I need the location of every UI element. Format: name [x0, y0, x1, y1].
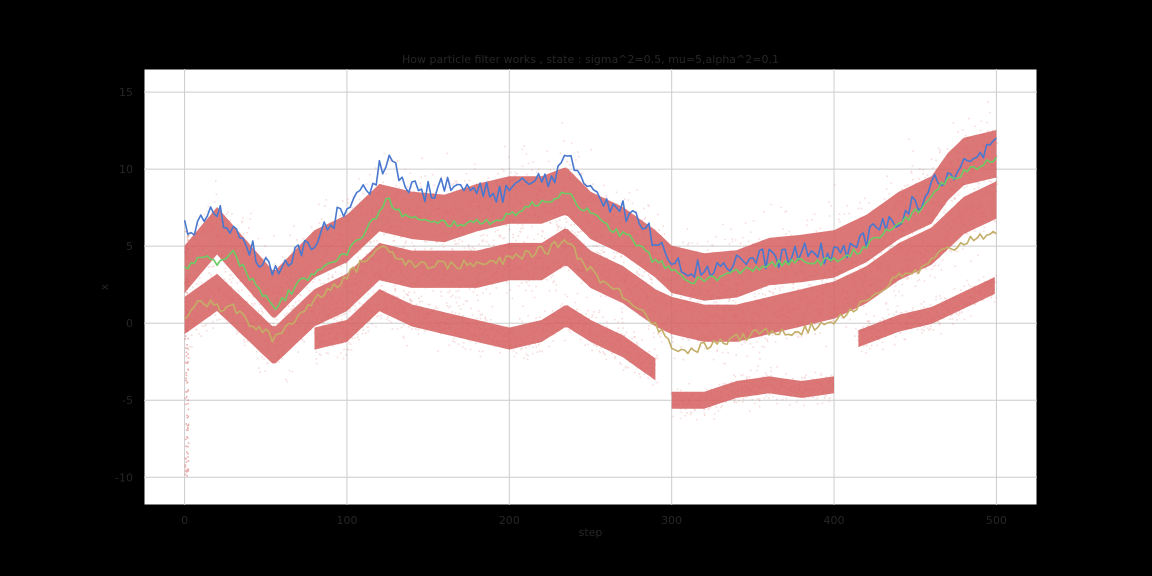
particle-band-core — [184, 181, 997, 364]
x-tick-label: 0 — [181, 514, 188, 527]
y-axis-label: x — [98, 283, 111, 290]
x-tick-label: 500 — [986, 514, 1007, 527]
series-line-3 — [184, 230, 997, 355]
particle-band — [670, 366, 835, 421]
x-tick-label: 200 — [499, 514, 520, 527]
y-tick-label: 5 — [126, 240, 133, 253]
x-tick-label: 100 — [336, 514, 357, 527]
particle-dots — [857, 274, 998, 354]
x-tick-label: 400 — [824, 514, 845, 527]
particle-band — [857, 274, 998, 354]
particle-band — [184, 161, 999, 383]
particle-band-core — [858, 277, 995, 348]
particle-dots — [670, 366, 835, 421]
y-tick-label: 15 — [119, 86, 133, 99]
particle-cloud — [184, 101, 999, 477]
particle-band-core — [671, 376, 834, 409]
series-line-1 — [183, 137, 997, 278]
y-tick-label: -10 — [115, 471, 133, 484]
particle-band — [184, 101, 999, 343]
particle-band-core — [314, 289, 656, 381]
series-line-2 — [184, 156, 998, 311]
y-tick-label: 10 — [119, 163, 133, 176]
grid — [144, 69, 1037, 505]
particle-band-core — [184, 130, 997, 318]
particle-dots — [184, 101, 999, 343]
x-axis-label: step — [579, 526, 603, 539]
particle-initial-spread — [184, 230, 190, 477]
chart-title: How particle filter works , state : sigm… — [402, 53, 779, 66]
particle-band — [313, 280, 659, 386]
y-tick-label: 0 — [126, 317, 133, 330]
y-tick-label: -5 — [122, 394, 133, 407]
series-lines — [183, 137, 998, 355]
tick-labels: 0 100 200 300 400 500 -10 -5 0 5 10 15 — [115, 86, 1007, 527]
x-tick-label: 300 — [661, 514, 682, 527]
